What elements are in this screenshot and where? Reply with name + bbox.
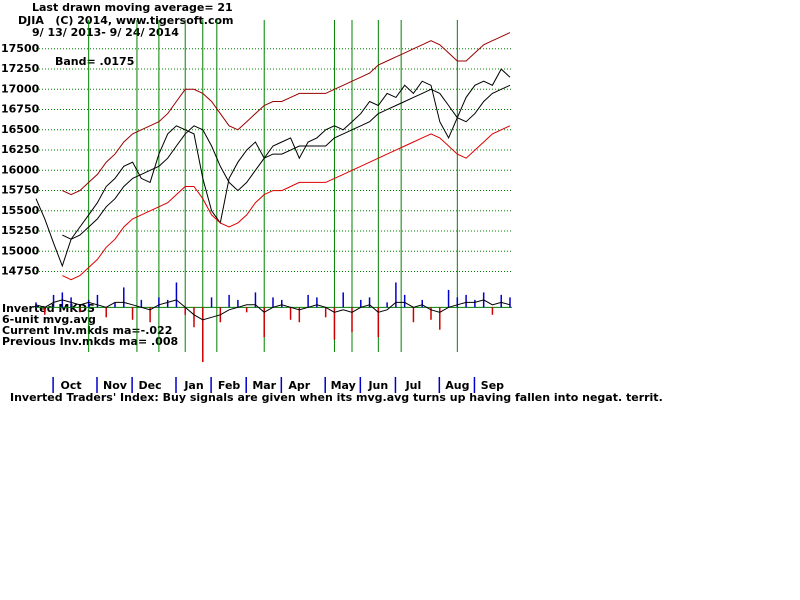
y-tick-label: 17250 xyxy=(1,62,40,75)
y-tick-label: 15750 xyxy=(1,184,40,197)
y-tick-label: 16750 xyxy=(1,103,40,116)
y-tick-label: 15000 xyxy=(1,244,40,257)
x-tick-label: May xyxy=(331,379,356,392)
caption: Inverted Traders' Index: Buy signals are… xyxy=(10,391,663,404)
y-tick-label: 16250 xyxy=(1,143,40,156)
x-tick-label: Dec xyxy=(139,379,162,392)
series-line xyxy=(62,125,511,281)
chart-subtitle: 9/ 13/ 2013- 9/ 24/ 2014 xyxy=(32,26,179,39)
x-tick-label: Apr xyxy=(288,379,310,392)
y-tick-label: 17500 xyxy=(1,42,40,55)
series-line xyxy=(62,84,511,240)
x-tick-label: Aug xyxy=(445,379,469,392)
y-tick-label: 16000 xyxy=(1,163,40,176)
x-tick-label: Oct xyxy=(61,379,82,392)
chart-title: DJIA (C) 2014, www.tigersoft.com xyxy=(18,14,234,27)
y-tick-label: 15500 xyxy=(1,204,40,217)
x-tick-label: Jun xyxy=(367,379,388,392)
y-tick-label: 15250 xyxy=(1,224,40,237)
y-tick-label: 17000 xyxy=(1,82,40,95)
x-tick-label: Jan xyxy=(183,379,203,392)
x-tick-label: Jul xyxy=(405,379,422,392)
annotation: Current Inv.mkds ma=-.022 xyxy=(2,324,172,337)
y-tick-label: 14750 xyxy=(1,265,40,278)
moving-average-line xyxy=(35,299,511,321)
y-tick-label: 16500 xyxy=(1,123,40,136)
x-tick-label: Feb xyxy=(218,379,241,392)
x-tick-label: Mar xyxy=(252,379,276,392)
series-line xyxy=(62,32,511,196)
annotation: 6-unit mvg.avg xyxy=(2,313,96,326)
annotation: Last drawn moving average= 21 xyxy=(32,1,233,14)
x-tick-label: Nov xyxy=(103,379,128,392)
x-tick-label: Sep xyxy=(481,379,504,392)
annotation: Band= .0175 xyxy=(55,55,134,68)
annotation: Previous Inv.mkds ma= .008 xyxy=(2,335,178,348)
series-line xyxy=(35,68,511,268)
